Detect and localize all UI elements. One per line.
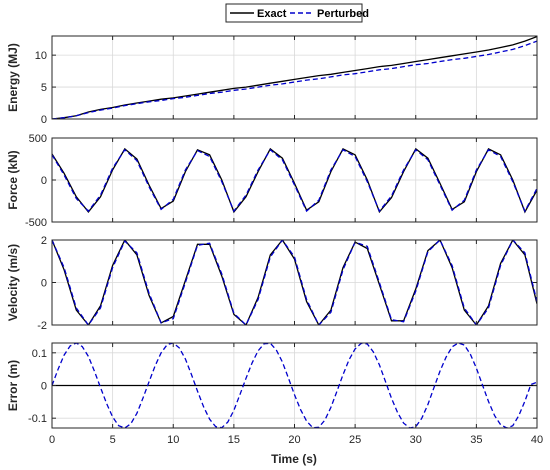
- legend: Exact Perturbed: [225, 3, 369, 23]
- error-y-axis-label: Error (m): [6, 360, 20, 411]
- energy-y-tick-label: 0: [41, 114, 47, 126]
- x-axis-label: Time (s): [271, 452, 317, 466]
- x-tick-label: 10: [167, 434, 179, 446]
- force-y-tick-label: 500: [29, 133, 47, 145]
- velocity-y-tick-label: 0: [41, 278, 47, 290]
- error-y-tick-label: 0: [41, 381, 47, 393]
- x-tick-label: 25: [349, 434, 361, 446]
- x-tick-label: 15: [228, 434, 240, 446]
- velocity-y-tick-label: 2: [41, 235, 47, 247]
- error-series-perturbed-line: [52, 343, 537, 428]
- x-tick-label: 30: [410, 434, 422, 446]
- velocity-y-tick-label: -2: [37, 320, 47, 332]
- force-series-exact-line: [52, 147, 537, 214]
- legend-label-exact: Exact: [257, 8, 287, 20]
- energy-series-exact-line: [52, 36, 537, 119]
- legend-label-perturbed: Perturbed: [317, 8, 369, 20]
- force-y-axis-label: Force (kN): [6, 150, 20, 209]
- energy-subplot: 0 5 10 Energy (MJ): [6, 35, 538, 126]
- x-tick-label: 40: [531, 434, 543, 446]
- x-tick-label: 20: [288, 434, 300, 446]
- force-y-tick-label: -500: [25, 217, 47, 229]
- force-series-perturbed-line: [52, 148, 537, 213]
- energy-y-tick-label: 10: [35, 50, 47, 62]
- x-tick-label: 0: [49, 434, 55, 446]
- force-y-tick-label: 0: [41, 175, 47, 187]
- velocity-y-axis-label: Velocity (m/s): [6, 244, 20, 321]
- x-tick-label: 35: [470, 434, 482, 446]
- energy-series-perturbed-line: [52, 40, 537, 119]
- velocity-subplot: -2 0 2 Velocity (m/s): [6, 235, 538, 332]
- energy-y-axis-label: Energy (MJ): [6, 43, 20, 112]
- x-tick-label: 5: [110, 434, 116, 446]
- error-y-tick-label: -0.1: [28, 413, 47, 425]
- energy-y-tick-label: 5: [41, 82, 47, 94]
- velocity-series-perturbed-line: [52, 240, 537, 325]
- error-y-tick-label: 0.1: [32, 348, 47, 360]
- force-subplot: -500 0 500 Force (kN): [6, 133, 538, 229]
